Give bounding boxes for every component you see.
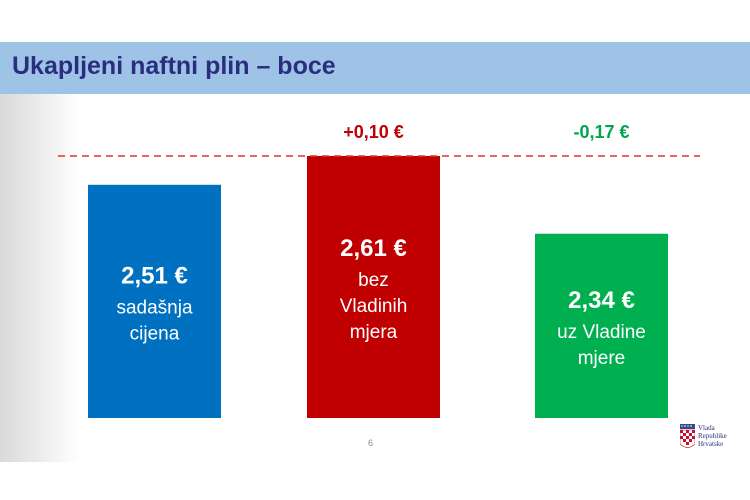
bar-value-label: 2,51 € — [121, 262, 188, 289]
logo-text: Vlada Republike Hrvatske — [698, 424, 727, 448]
croatian-coat-of-arms-icon — [680, 424, 695, 448]
bar-category-label: bez — [358, 270, 389, 291]
slide-shade — [0, 94, 80, 462]
bar-category-label: sadašnja — [116, 297, 192, 318]
title-bar: Ukapljeni naftni plin – boce — [0, 42, 750, 94]
bar-category-label: uz Vladine — [557, 322, 646, 343]
bar-category-label: cijena — [130, 323, 180, 344]
bar-category-label: Vladinih — [340, 296, 408, 317]
bar-category-label: mjere — [578, 348, 626, 369]
bar-category-label: mjera — [350, 322, 398, 343]
logo-line: Vlada — [698, 424, 715, 432]
price-chart: 2,51 € sadašnja cijena 2,61 € bez Vladinih mje… — [58, 122, 700, 418]
page-number: 6 — [368, 438, 374, 448]
change-label: -0,17 € — [573, 122, 629, 142]
logo-line: Hrvatske — [698, 440, 724, 448]
bar — [88, 184, 221, 418]
bar-value-label: 2,61 € — [340, 235, 407, 262]
change-label: +0,10 € — [343, 122, 404, 142]
slide-title: Ukapljeni naftni plin – boce — [12, 52, 336, 80]
bar — [307, 156, 440, 418]
logo-line: Republike — [698, 432, 727, 440]
slide: Ukapljeni naftni plin – boce 2,51 € sadaš… — [0, 42, 750, 462]
government-logo: Vlada Republike Hrvatske — [680, 424, 740, 454]
bar — [535, 233, 668, 418]
bar-value-label: 2,34 € — [568, 287, 635, 314]
